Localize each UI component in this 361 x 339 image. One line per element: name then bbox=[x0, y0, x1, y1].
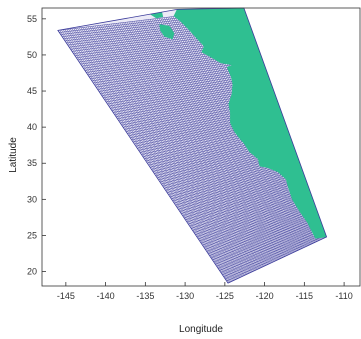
y-axis-label: Latitude bbox=[8, 137, 19, 173]
grid-row-line bbox=[199, 198, 313, 242]
y-tick-label: 55 bbox=[27, 14, 37, 24]
grid-row-line bbox=[191, 187, 309, 229]
grid-row-line bbox=[185, 179, 306, 221]
grid-row-line bbox=[219, 225, 323, 271]
x-tick-label: -120 bbox=[256, 291, 274, 301]
grid-row-line bbox=[192, 188, 310, 231]
grid-row-line bbox=[205, 206, 316, 250]
grid-row-line bbox=[225, 232, 326, 280]
grid-row-line bbox=[184, 177, 306, 219]
grid-row-line bbox=[203, 204, 315, 248]
land-island bbox=[159, 24, 175, 40]
x-tick-label: -110 bbox=[335, 291, 352, 301]
grid-row-line bbox=[222, 229, 324, 275]
grid-row-line bbox=[210, 213, 319, 259]
y-tick-label: 30 bbox=[27, 194, 37, 204]
x-tick-label: -115 bbox=[296, 291, 313, 301]
grid-row-line bbox=[209, 211, 318, 256]
grid-row-line bbox=[212, 215, 320, 261]
axes: -145 -140 -135 -130 -125 -120 -115 -110 20 25 30 35… bbox=[27, 7, 361, 301]
grid-row-line bbox=[208, 209, 318, 254]
axes-frame bbox=[41, 7, 361, 287]
grid-row-line bbox=[202, 202, 315, 246]
grid-row-line bbox=[193, 190, 311, 233]
grid-row-line bbox=[182, 175, 305, 216]
x-tick-label: -145 bbox=[57, 291, 75, 301]
grid-row-line bbox=[216, 221, 322, 267]
y-tick-label: 35 bbox=[27, 158, 37, 168]
grid-row-line bbox=[218, 223, 322, 269]
x-tick-label: -135 bbox=[136, 291, 154, 301]
grid-row-line bbox=[226, 234, 326, 282]
grid-row-line bbox=[196, 194, 312, 238]
grid-row-line bbox=[186, 181, 307, 223]
grid-row-line bbox=[188, 183, 308, 225]
grid-row-line bbox=[178, 169, 303, 210]
grid-row-line bbox=[215, 219, 321, 265]
y-tick-label: 40 bbox=[27, 122, 37, 132]
grid-row-line bbox=[206, 208, 317, 252]
grid-row-line bbox=[195, 192, 311, 235]
x-tick-label: -125 bbox=[216, 291, 234, 301]
grid-row-line bbox=[213, 217, 320, 263]
grid-row-line bbox=[223, 230, 325, 278]
x-axis-label: Longitude bbox=[179, 324, 223, 335]
grid-row-line bbox=[201, 200, 314, 244]
y-tick-label: 25 bbox=[27, 230, 37, 240]
y-tick-label: 45 bbox=[27, 86, 37, 96]
grid-row-line bbox=[198, 196, 313, 240]
x-tick-label: -140 bbox=[97, 291, 115, 301]
grid-row-line bbox=[189, 185, 309, 227]
grid-row-line bbox=[181, 173, 304, 214]
y-tick-label: 50 bbox=[27, 50, 37, 60]
y-tick-label: 20 bbox=[27, 267, 37, 277]
domain-outline bbox=[57, 7, 328, 284]
grid-row-line bbox=[179, 171, 304, 212]
land-mainland bbox=[173, 8, 327, 239]
plot-area bbox=[57, 7, 328, 284]
grid-row-line bbox=[220, 227, 324, 273]
x-tick-label: -130 bbox=[176, 291, 194, 301]
